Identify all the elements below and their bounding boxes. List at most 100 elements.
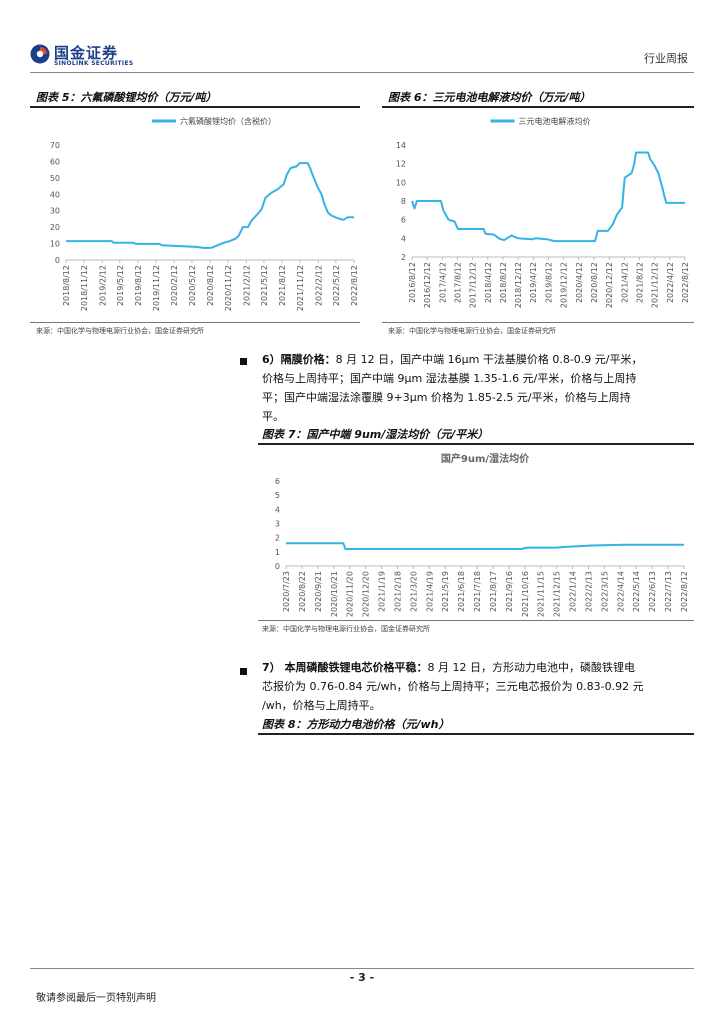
fig6-xtick-label: 2018/8/12 <box>499 262 508 303</box>
fig6-xtick-label: 2018/4/12 <box>484 262 493 303</box>
fig7-ytick-label: 4 <box>275 505 280 514</box>
para7-line2: 芯报价为 0.76-0.84 元/wh，价格与上周持平；三元电芯报价为 0.83… <box>262 680 644 693</box>
page-number: - 3 - <box>349 971 375 984</box>
fig5-xtick-label: 2020/5/12 <box>188 265 197 306</box>
fig7-xtick-label: 2020/9/21 <box>314 571 323 612</box>
fig7-ytick-label: 3 <box>275 520 280 529</box>
fig5-xtick-label: 2020/2/12 <box>170 265 179 306</box>
fig7-xtick-label: 2020/12/20 <box>362 571 371 617</box>
fig7-source: 来源：中国化学与物理电源行业协会，国金证券研究所 <box>262 625 430 633</box>
fig6-ytick-label: 8 <box>401 197 406 206</box>
fig6-xtick-label: 2021/8/12 <box>636 262 645 303</box>
para6-line1: 8 月 12 日，国产中端 16μm 干法基膜价格 0.8-0.9 元/平米， <box>335 353 643 366</box>
fig6-title-rule <box>382 106 694 108</box>
fig6-xtick-label: 2017/4/12 <box>438 262 447 303</box>
fig7-xtick-label: 2021/3/20 <box>409 571 418 612</box>
para7-line3: /wh，价格与上周持平。 <box>262 699 381 712</box>
fig7-ytick-label: 0 <box>275 562 280 571</box>
fig5-ytick-label: 70 <box>50 141 60 150</box>
fig7-xtick-label: 2022/3/15 <box>600 571 609 612</box>
fig6-xtick-label: 2019/8/12 <box>544 262 553 303</box>
fig7-xtick-label: 2021/1/19 <box>378 571 387 612</box>
fig5-ytick-label: 40 <box>50 190 60 199</box>
fig6-ytick-label: 14 <box>396 141 406 150</box>
fig5-ytick-label: 30 <box>50 207 60 216</box>
fig5-legend: 六氟磷酸锂均价（含税价） <box>152 116 276 126</box>
fig6-xtick-label: 2020/8/12 <box>590 262 599 303</box>
para6-line2: 价格与上周持平；国产中端 9μm 湿法基膜 1.35-1.6 元/平米，价格与上… <box>262 372 637 385</box>
footer-divider <box>30 968 694 969</box>
fig7-bottom-rule <box>258 620 694 621</box>
fig7-chart: 国产9um/湿法均价 0 1 2 3 4 5 6 2020/7/23 2020/8/22 2020/… <box>275 452 689 617</box>
fig7-xtick-label: 2022/2/13 <box>584 571 593 612</box>
fig7-xtick-label: 2021/8/17 <box>489 571 498 612</box>
fig7-xtick-label: 2021/2/18 <box>393 571 402 612</box>
fig7-xtick-label: 2022/5/14 <box>632 571 641 612</box>
fig6-ytick-label: 4 <box>401 234 406 243</box>
fig5-xtick-label: 2021/8/12 <box>278 265 287 306</box>
fig5-xtick-label: 2021/2/12 <box>242 265 251 306</box>
fig7-xtick-label: 2021/6/18 <box>457 571 466 612</box>
fig5-xtick-label: 2020/8/12 <box>206 265 215 306</box>
fig7-xtick-label: 2021/7/18 <box>473 571 482 612</box>
fig6-title: 图表 6：三元电池电解液均价（万元/吨） <box>388 91 591 104</box>
fig6-ytick-label: 2 <box>401 253 406 262</box>
fig6-xtick-label: 2022/8/12 <box>681 262 690 303</box>
fig5-source: 来源：中国化学与物理电源行业协会，国金证券研究所 <box>36 327 204 335</box>
fig7-xtick-label: 2020/11/20 <box>346 571 355 617</box>
fig6-xtick-label: 2020/12/12 <box>605 262 614 308</box>
header-divider <box>30 72 694 73</box>
fig6-chart: 三元电池电解液均价 2 4 6 8 10 12 14 2016/8/12 2016/12/12 20… <box>396 116 690 308</box>
fig5-xtick-label: 2019/11/12 <box>152 265 161 311</box>
fig7-ytick-label: 6 <box>275 477 280 486</box>
fig7-ytick-label: 2 <box>275 534 280 543</box>
fig5-xtick-label: 2018/11/12 <box>80 265 89 311</box>
bullet-7 <box>240 668 247 675</box>
fig7-xtick-label: 2021/11/15 <box>537 571 546 617</box>
fig5-xtick-label: 2019/5/12 <box>116 265 125 306</box>
para6: 6）隔膜价格：8 月 12 日，国产中端 16μm 干法基膜价格 0.8-0.9… <box>262 350 692 426</box>
fig7-xtick-label: 2022/7/13 <box>664 571 673 612</box>
fig7-series-line <box>286 542 684 550</box>
fig6-xtick-label: 2019/4/12 <box>529 262 538 303</box>
fig6-xtick-label: 2018/12/12 <box>514 262 523 308</box>
fig5-xtick-label: 2022/2/12 <box>314 265 323 306</box>
fig7-xtick-label: 2022/8/12 <box>680 571 689 612</box>
fig6-xtick-label: 2021/12/12 <box>651 262 660 308</box>
fig5-chart: 六氟磷酸锂均价（含税价） 0 10 20 30 40 50 60 70 2018/8/12 2018… <box>50 116 359 311</box>
fig6-legend: 三元电池电解液均价 <box>490 116 591 126</box>
fig7-ytick-label: 5 <box>275 491 280 500</box>
footer-disclaimer: 敬请参阅最后一页特别声明 <box>36 993 156 1004</box>
fig7-title: 图表 7：国产中端 9um/湿法均价（元/平米） <box>262 428 489 441</box>
para6-line3: 平；国产中端湿法涂覆膜 9+3μm 价格为 1.85-2.5 元/平米，价格与上… <box>262 391 631 404</box>
fig6-ytick-label: 10 <box>396 178 406 187</box>
fig7-ytick-label: 1 <box>275 548 280 557</box>
fig5-xtick-label: 2022/8/12 <box>350 265 359 306</box>
fig6-series-line <box>411 151 685 243</box>
fig7-xtick-label: 2020/7/23 <box>282 571 291 612</box>
fig5-xtick-label: 2020/11/12 <box>224 265 233 311</box>
para7-line1: 8 月 12 日，方形动力电池中，磷酸铁锂电 <box>427 661 635 674</box>
fig6-source: 来源：中国化学与物理电源行业协会，国金证券研究所 <box>388 327 556 335</box>
sinolink-logo-icon <box>30 44 50 64</box>
fig6-xtick-label: 2017/8/12 <box>453 262 462 303</box>
report-type-label: 行业周报 <box>644 52 688 65</box>
fig7-xtick-label: 2022/6/13 <box>648 571 657 612</box>
fig8-title-rule <box>258 733 694 735</box>
fig5-xtick-label: 2019/2/12 <box>98 265 107 306</box>
fig7-xtick-label: 2022/1/14 <box>569 571 578 612</box>
fig5-ytick-label: 10 <box>50 240 60 249</box>
fig5-title-rule <box>30 106 360 108</box>
fig5-xtick-label: 2018/8/12 <box>62 265 71 306</box>
fig7-xtick-label: 2021/12/15 <box>553 571 562 617</box>
fig6-legend-label: 三元电池电解液均价 <box>519 116 591 126</box>
fig6-xtick-label: 2020/4/12 <box>575 262 584 303</box>
fig7-xtick-label: 2021/9/16 <box>505 571 514 612</box>
fig5-ytick-label: 0 <box>55 256 60 265</box>
fig5-xtick-label: 2021/5/12 <box>260 265 269 306</box>
logo-english-text: SINOLINK SECURITIES <box>54 60 134 67</box>
fig6-xtick-label: 2017/12/12 <box>469 262 478 308</box>
fig5-xtick-label: 2019/8/12 <box>134 265 143 306</box>
fig5-legend-label: 六氟磷酸锂均价（含税价） <box>180 116 276 126</box>
fig7-xtick-label: 2021/10/16 <box>521 571 530 617</box>
